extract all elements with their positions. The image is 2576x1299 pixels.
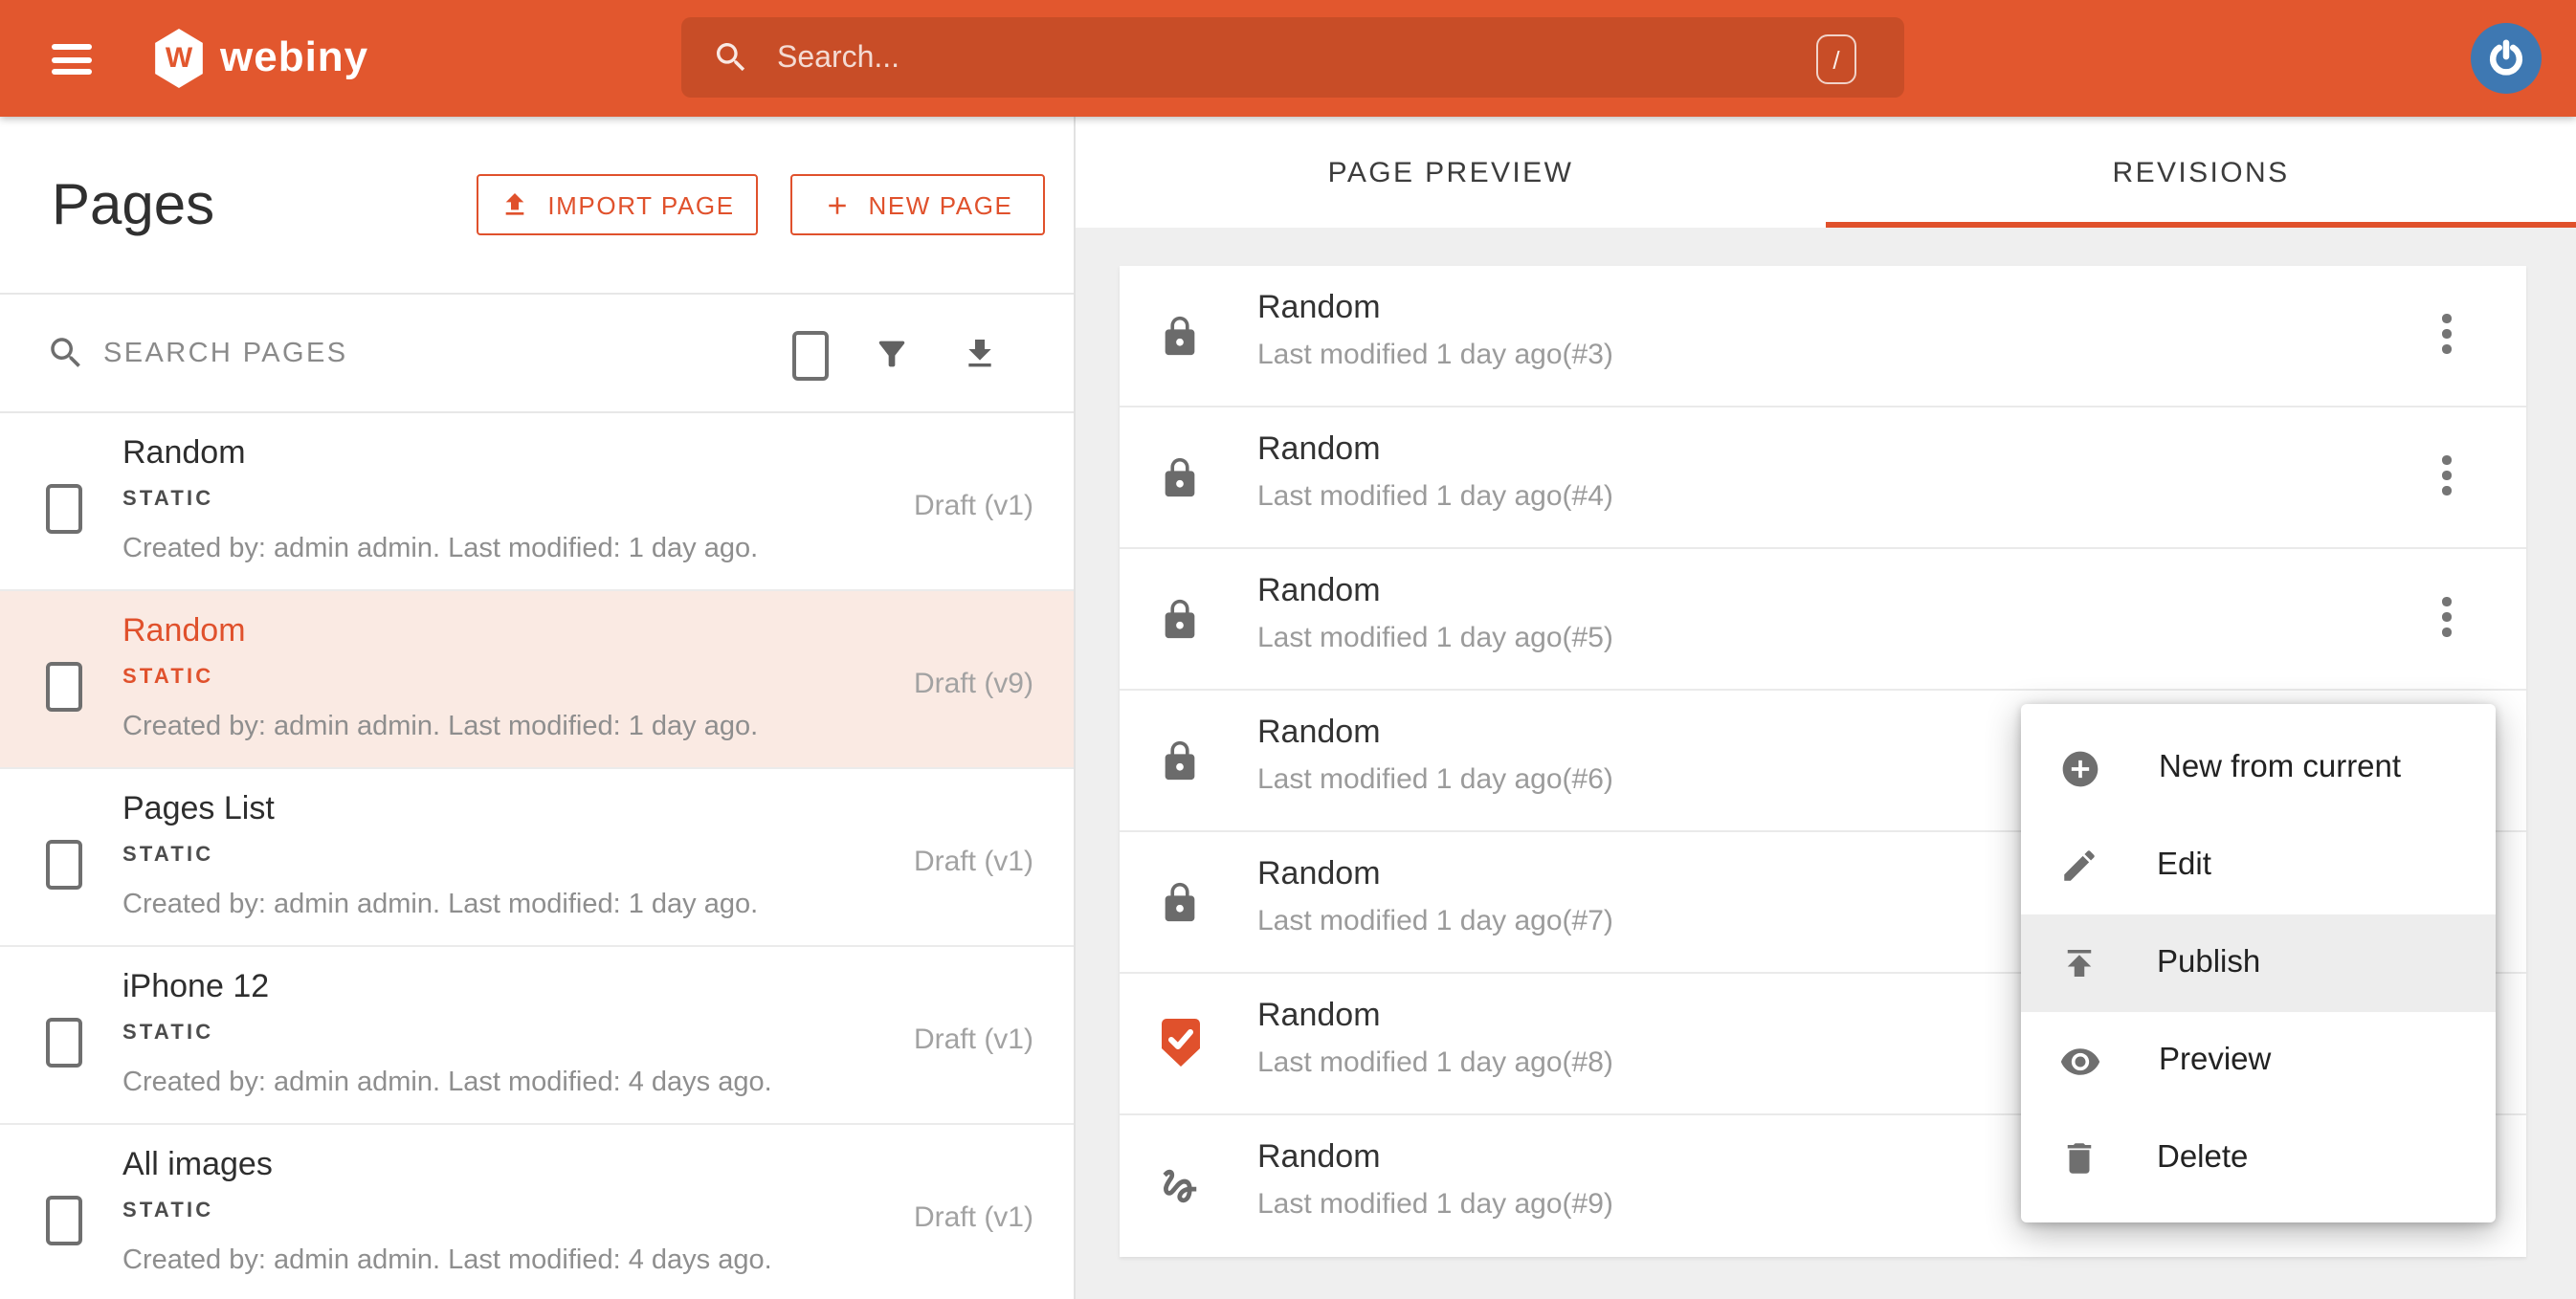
pages-search-input[interactable] [100, 321, 739, 386]
checkbox-blank-icon[interactable] [46, 1018, 82, 1068]
page-item-title: All images [122, 1146, 273, 1182]
checkbox-blank-icon[interactable] [46, 484, 82, 534]
page-list-item[interactable]: All images STATIC Draft (v1) Created by:… [0, 1125, 1074, 1299]
user-avatar[interactable] [2471, 23, 2542, 94]
page-item-meta: Created by: admin admin. Last modified: … [122, 1068, 772, 1098]
revision-meta: Last modified 1 day ago(#8) [1257, 1046, 1613, 1079]
revision-meta: Last modified 1 day ago(#6) [1257, 763, 1613, 796]
kebab-menu-icon[interactable] [2442, 597, 2451, 643]
pencil-icon [2059, 846, 2099, 886]
revision-title: Random [1257, 430, 1381, 467]
lock-icon [1158, 878, 1202, 928]
revision-meta: Last modified 1 day ago(#3) [1257, 339, 1613, 371]
page-item-version: Draft (v1) [913, 1201, 1033, 1234]
revision-title: Random [1257, 855, 1381, 892]
kebab-menu-icon[interactable] [2442, 455, 2451, 501]
revision-title: Random [1257, 997, 1381, 1033]
page-item-version: Draft (v9) [913, 668, 1033, 700]
lock-icon [1158, 312, 1202, 362]
page-list-item-selected[interactable]: Random STATIC Draft (v9) Created by: adm… [0, 591, 1074, 769]
menu-item-preview[interactable]: Preview [2021, 1012, 2496, 1110]
checkbox-blank-icon[interactable] [46, 662, 82, 712]
shield-check-icon [1158, 1014, 1204, 1071]
page-list: Random STATIC Draft (v1) Created by: adm… [0, 413, 1074, 1299]
page-item-meta: Created by: admin admin. Last modified: … [122, 890, 759, 920]
revision-row[interactable]: Random Last modified 1 day ago(#3) [1120, 266, 2526, 407]
page-item-type-badge: STATIC [122, 666, 214, 689]
tab-page-preview[interactable]: PAGE PREVIEW [1327, 156, 1574, 188]
webiny-logo-icon[interactable]: W [155, 29, 203, 88]
details-tab-bar: PAGE PREVIEW REVISIONS [1076, 117, 2576, 228]
revision-meta: Last modified 1 day ago(#9) [1257, 1188, 1613, 1221]
top-app-bar: W webiny / [0, 0, 2576, 117]
revision-context-menu: New from current Edit Publish Preview De… [2021, 704, 2496, 1222]
global-search-input[interactable] [773, 17, 1814, 101]
page-details-panel: PAGE PREVIEW REVISIONS Random Last modif… [1074, 117, 2576, 1299]
page-item-version: Draft (v1) [913, 1024, 1033, 1056]
page-item-type-badge: STATIC [122, 1200, 214, 1222]
page-item-version: Draft (v1) [913, 846, 1033, 878]
import-page-button[interactable]: IMPORT PAGE [477, 174, 758, 235]
revision-meta: Last modified 1 day ago(#7) [1257, 905, 1613, 937]
page-item-type-badge: STATIC [122, 488, 214, 511]
plus-circle-icon [2059, 747, 2101, 789]
filter-icon[interactable] [873, 335, 911, 373]
pages-search-row [0, 293, 1074, 413]
page-item-title: Random [122, 434, 246, 471]
publish-icon [2059, 943, 2099, 983]
page-item-version: Draft (v1) [913, 490, 1033, 522]
revision-row[interactable]: Random Last modified 1 day ago(#5) [1120, 549, 2526, 691]
revision-meta: Last modified 1 day ago(#5) [1257, 622, 1613, 654]
global-search-bar[interactable]: / [681, 17, 1904, 101]
page-list-item[interactable]: Random STATIC Draft (v1) Created by: adm… [0, 413, 1074, 591]
page-list-item[interactable]: Pages List STATIC Draft (v1) Created by:… [0, 769, 1074, 947]
revision-title: Random [1257, 572, 1381, 608]
download-icon[interactable] [961, 335, 999, 373]
checkbox-blank-icon[interactable] [46, 1196, 82, 1245]
eye-icon [2059, 1040, 2101, 1082]
search-icon [46, 333, 86, 373]
page-title: Pages [52, 174, 215, 237]
lock-icon [1158, 453, 1202, 503]
lock-icon [1158, 595, 1202, 645]
page-item-meta: Created by: admin admin. Last modified: … [122, 712, 759, 742]
revisions-list: Random Last modified 1 day ago(#3) Rando… [1120, 266, 2526, 1257]
checkbox-blank-icon[interactable] [46, 840, 82, 890]
hamburger-menu-icon[interactable] [52, 44, 92, 81]
page-item-title: Pages List [122, 790, 275, 826]
slash-shortcut-badge: / [1816, 34, 1856, 84]
menu-item-new-from-current[interactable]: New from current [2021, 719, 2496, 817]
kebab-menu-icon[interactable] [2442, 314, 2451, 360]
page-item-meta: Created by: admin admin. Last modified: … [122, 534, 759, 564]
gesture-draft-icon [1158, 1161, 1202, 1211]
gravatar-power-icon [2484, 36, 2528, 80]
upload-icon [500, 189, 530, 220]
lock-icon [1158, 737, 1202, 786]
revision-row[interactable]: Random Last modified 1 day ago(#4) [1120, 407, 2526, 549]
revision-title: Random [1257, 289, 1381, 325]
page-item-meta: Created by: admin admin. Last modified: … [122, 1245, 772, 1276]
search-icon [712, 38, 750, 77]
page-item-title: iPhone 12 [122, 968, 270, 1004]
menu-item-delete[interactable]: Delete [2021, 1110, 2496, 1207]
menu-item-publish[interactable]: Publish [2021, 914, 2496, 1012]
page-list-item[interactable]: iPhone 12 STATIC Draft (v1) Created by: … [0, 947, 1074, 1125]
tab-revisions[interactable]: REVISIONS [1826, 117, 2576, 228]
brand-wordmark: webiny [220, 33, 369, 80]
page-item-type-badge: STATIC [122, 844, 214, 867]
revision-title: Random [1257, 1138, 1381, 1175]
revision-title: Random [1257, 714, 1381, 750]
new-page-button[interactable]: NEW PAGE [790, 174, 1045, 235]
trash-icon [2059, 1138, 2099, 1178]
select-all-checkbox[interactable] [792, 331, 829, 381]
menu-item-edit[interactable]: Edit [2021, 817, 2496, 914]
revision-meta: Last modified 1 day ago(#4) [1257, 480, 1613, 513]
page-item-title: Random [122, 612, 246, 649]
plus-icon [822, 190, 851, 219]
pages-list-panel: Pages IMPORT PAGE NEW PAGE [0, 117, 1074, 1299]
page-item-type-badge: STATIC [122, 1022, 214, 1045]
